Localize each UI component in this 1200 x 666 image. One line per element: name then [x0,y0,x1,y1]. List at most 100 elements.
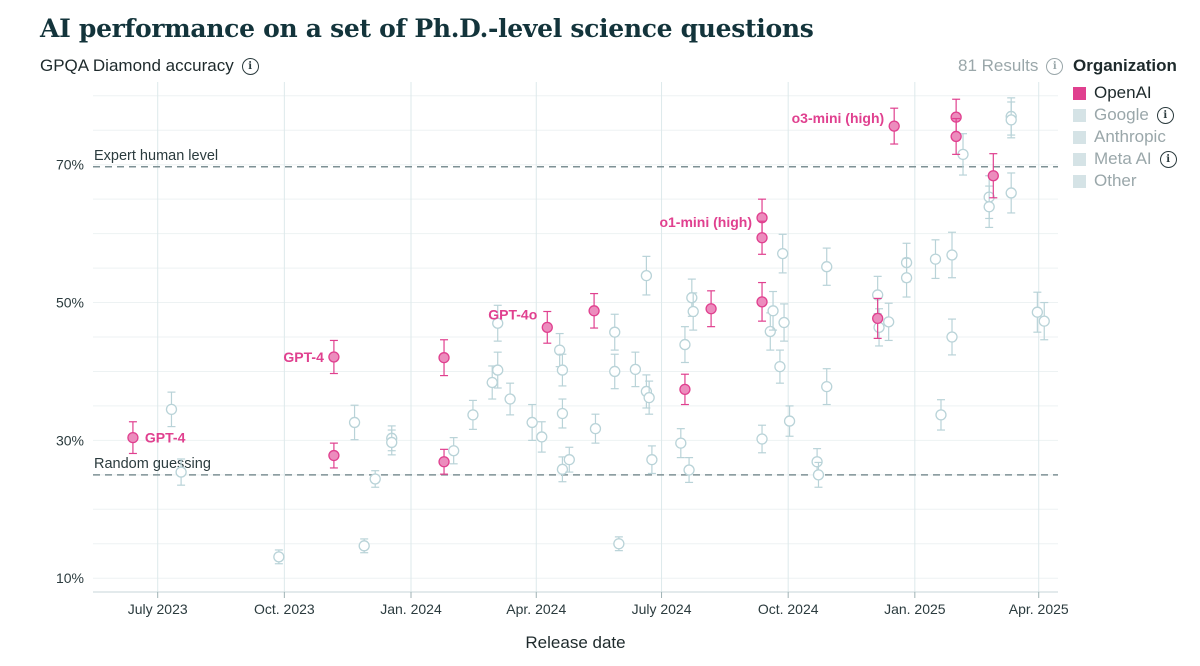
y-tick-label: 50% [56,295,84,311]
legend-item-other[interactable]: Other [1073,170,1177,192]
point-marker [526,416,538,429]
point-marker [467,409,479,421]
point-marker [386,436,398,449]
point-marker [448,445,460,457]
point-marker [767,305,779,317]
point-marker [935,409,947,421]
data-point-other [957,133,969,176]
point-marker [778,316,790,329]
data-point-other [1031,291,1044,333]
x-tick-label: Apr. 2025 [1009,601,1069,617]
info-icon[interactable]: i [241,57,259,75]
y-tick-label: 70% [56,157,84,173]
legend-item-openai[interactable]: OpenAI [1073,82,1177,104]
data-point-other [165,391,178,428]
data-point-openai [588,292,600,329]
legend-label: Google [1094,105,1149,124]
point-marker [679,383,691,396]
data-point-other [783,405,796,437]
point-marker [609,365,621,378]
data-point-openai [127,421,139,455]
legend-swatch [1073,152,1086,166]
data-point-other [273,549,285,565]
data-point-other [563,446,575,473]
data-point-other [900,257,913,298]
data-point-other [504,382,516,416]
point-marker [783,415,796,427]
legend-label: Other [1094,171,1137,190]
data-point-other [609,313,621,351]
data-point-other [492,304,504,342]
point-marker [504,393,516,405]
point-marker [679,338,691,351]
data-point-other [175,458,187,486]
point-marker [613,538,625,550]
point-marker [705,303,717,315]
chart-title: AI performance on a set of Ph.D.-level s… [40,14,814,43]
data-point-openai [541,310,553,344]
y-tick-label: 30% [56,432,84,448]
legend-title: Organization [1073,56,1177,75]
data-point-other [467,399,479,430]
data-point-other [613,536,625,552]
data-point-openai [872,297,884,339]
data-point-other [883,302,895,342]
y-tick-label: 10% [56,570,84,586]
point-marker [629,363,642,376]
point-marker [643,391,655,404]
point-marker [764,325,776,338]
data-point-other [609,353,621,390]
point-marker [328,351,340,363]
data-point-other [526,403,538,441]
x-tick-label: Jan. 2025 [884,601,946,617]
data-point-other [778,303,790,342]
data-point-other [369,470,381,488]
data-point-other [386,429,398,456]
point-marker [273,551,285,563]
info-icon[interactable]: i [1156,106,1174,124]
point-marker [588,305,600,317]
info-icon[interactable]: i [1046,57,1064,75]
data-point-other [1005,101,1017,139]
data-point-openai [328,339,340,375]
point-label: GPT-4 [283,349,324,365]
point-marker [686,292,698,304]
point-marker [687,305,699,318]
data-point-openai [950,117,962,155]
data-point-other [821,247,833,286]
data-point-other [646,445,658,475]
legend-label: OpenAI [1094,83,1152,102]
point-label: GPT-4o [488,306,537,322]
point-marker [987,170,999,182]
data-point-other [358,538,370,554]
data-point-other [812,461,825,488]
legend-item-meta-ai[interactable]: Meta AI i [1073,148,1177,170]
point-marker [556,407,569,420]
data-point-other [492,351,504,389]
point-marker [556,463,569,475]
point-marker [646,454,658,466]
point-marker [756,296,768,308]
data-point-other [556,398,569,429]
point-marker [328,449,340,462]
data-point-other [767,290,779,331]
data-point-openai [705,290,717,328]
point-marker [492,364,504,376]
data-point-other [764,312,776,351]
info-icon[interactable]: i [1159,150,1177,168]
point-marker [175,466,187,478]
legend-item-google[interactable]: Google i [1073,104,1177,126]
point-marker [950,130,962,143]
data-point-other [554,332,566,368]
data-point-other [448,437,460,465]
results-count: 81 Results i [958,56,1064,76]
legend-item-anthropic[interactable]: Anthropic [1073,126,1177,148]
x-tick-label: July 2023 [128,601,188,617]
y-axis-title: GPQA Diamond accuracy i [40,56,259,76]
point-marker [888,120,900,132]
legend-swatch [1073,130,1086,144]
data-point-other [589,413,602,444]
data-point-other [1038,301,1050,341]
x-tick-label: July 2024 [632,601,692,617]
